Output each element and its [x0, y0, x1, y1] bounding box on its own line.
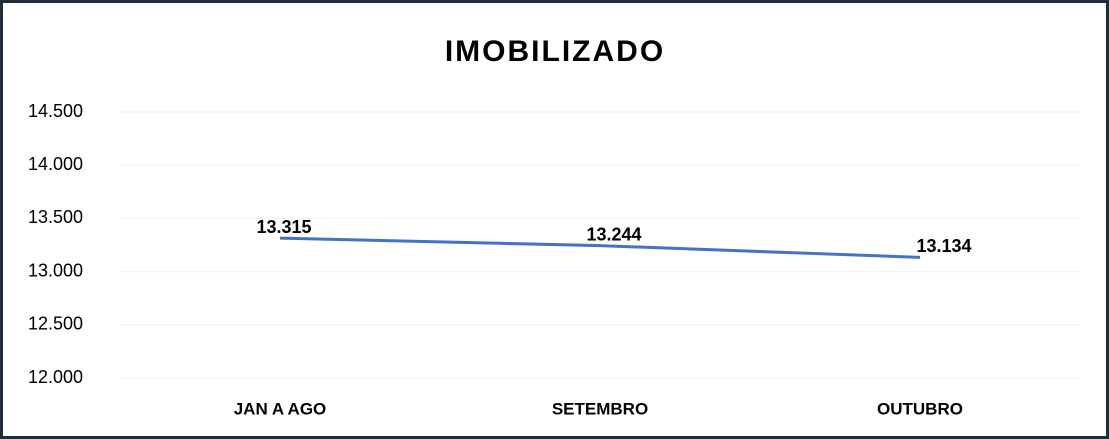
- data-label: 13.134: [916, 236, 971, 256]
- data-label: 13.244: [586, 224, 641, 244]
- y-tick-label: 12.500: [28, 314, 83, 334]
- y-tick-label: 12.000: [28, 367, 83, 387]
- data-line: [279, 236, 921, 259]
- y-tick-label: 14.000: [28, 154, 83, 174]
- y-tick-label: 13.000: [28, 260, 83, 280]
- data-label: 13.315: [256, 217, 311, 237]
- x-tick-label: SETEMBRO: [552, 399, 648, 418]
- x-tick-label: JAN A AGO: [234, 399, 327, 418]
- y-tick-label: 14.500: [28, 101, 83, 121]
- x-tick-label: OUTUBRO: [877, 399, 963, 418]
- y-tick-label: 13.500: [28, 207, 83, 227]
- chart-title: IMOBILIZADO: [445, 35, 665, 68]
